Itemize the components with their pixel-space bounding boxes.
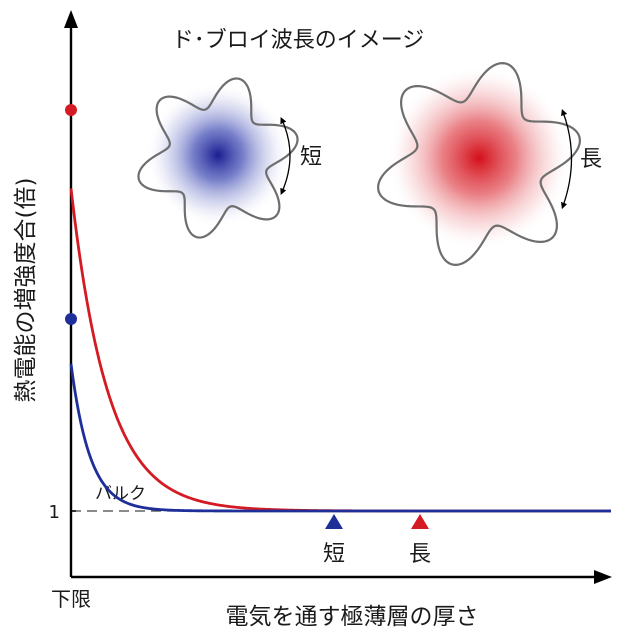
short-marker-triangle — [325, 514, 343, 529]
short-wave-blob — [146, 83, 290, 227]
long-wavelength-wave-image: 長 — [377, 62, 602, 266]
inset-title: ド･ブロイ波長のイメージ — [172, 28, 425, 53]
x-origin-label: 下限 — [51, 587, 91, 611]
y-axis-label: 熱電能の増強度合(倍) — [13, 178, 39, 403]
y-tick-label-1: 1 — [49, 502, 60, 523]
x-axis-arrowhead — [594, 570, 612, 584]
short-wavelength-curve — [69, 363, 611, 513]
long-wave-blob — [387, 66, 571, 250]
long-wave-outline — [377, 62, 581, 266]
long-wavelength-curve — [69, 188, 611, 513]
long-marker-label: 長 — [409, 542, 431, 567]
x-axis-label: 電気を通す極薄層の厚さ — [226, 604, 479, 630]
short-marker-label: 短 — [323, 542, 345, 567]
y-axis-arrowhead — [64, 10, 78, 28]
long-curve-start-dot — [65, 104, 77, 116]
long-marker-triangle — [411, 514, 429, 529]
short-wave-double-arrow — [280, 117, 291, 195]
long-wave-label: 長 — [580, 147, 602, 172]
short-wavelength-wave-image: 短 — [137, 77, 322, 239]
short-wave-outline — [137, 77, 299, 239]
long-wave-double-arrow — [561, 108, 573, 210]
short-wave-label: 短 — [300, 145, 322, 170]
short-curve-start-dot — [65, 313, 77, 325]
